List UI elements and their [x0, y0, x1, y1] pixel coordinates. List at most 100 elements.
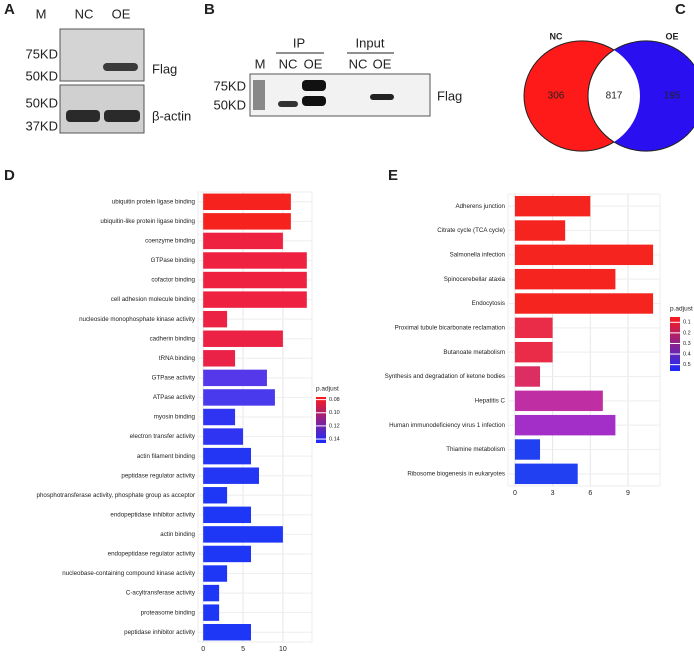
group-label: Input: [356, 35, 385, 50]
colorbar-label: 0.10: [329, 410, 340, 416]
bar: [203, 232, 283, 250]
bar: [203, 604, 220, 621]
bar: [203, 428, 244, 445]
colorbar-title: p.adjust: [670, 306, 693, 313]
region-count: 306: [548, 91, 565, 102]
colorbar-label: 0.14: [329, 437, 340, 443]
band: [302, 80, 326, 91]
band-label: Flag: [437, 88, 462, 103]
y-tick-label: Synthesis and degradation of ketone bodi…: [385, 373, 505, 380]
y-tick-label: peptidase inhibitor activity: [124, 629, 196, 636]
lane-label: M: [36, 6, 47, 21]
bar: [514, 268, 616, 290]
region-count: 817: [606, 91, 623, 102]
lane-label: M: [255, 56, 266, 71]
bar: [514, 341, 553, 363]
x-tick-label: 3: [551, 490, 555, 497]
bar: [203, 545, 252, 563]
bar: [203, 350, 236, 367]
colorbar-label: 0.5: [683, 362, 691, 368]
y-tick-label: Thiamine metabolism: [446, 446, 505, 453]
y-tick-label: actin filament binding: [137, 453, 196, 460]
lane-label: NC: [279, 56, 298, 71]
bar: [203, 213, 291, 230]
bar: [203, 389, 275, 406]
marker-label: 37KD: [25, 118, 58, 133]
blot: [59, 84, 145, 134]
blot: [249, 73, 431, 117]
y-tick-label: Citrate cycle (TCA cycle): [437, 227, 505, 234]
marker-label: 50KD: [25, 68, 58, 83]
y-tick-label: endopeptidase inhibitor activity: [110, 511, 196, 518]
region-count: 195: [664, 91, 681, 102]
colorbar: [316, 397, 326, 443]
y-tick-label: Human immunodeficiency virus 1 infection: [389, 422, 505, 429]
intersection: [587, 40, 640, 152]
band-label: β-actin: [152, 108, 191, 123]
y-tick-label: Proximal tubule bicarbonate reclamation: [395, 324, 506, 331]
y-tick-label: Endocytosis: [472, 300, 505, 307]
y-tick-label: ubiquitin protein ligase binding: [112, 198, 196, 205]
bar: [514, 220, 566, 241]
bar: [514, 244, 654, 266]
bar: [203, 624, 252, 641]
set-label: NC: [550, 31, 563, 41]
colorbar-label: 0.2: [683, 330, 691, 336]
band: [253, 80, 265, 110]
x-tick-label: 5: [241, 646, 245, 652]
colorbar-title: p.adjust: [316, 386, 339, 393]
panel-label: B: [204, 1, 215, 18]
y-tick-label: actin binding: [160, 531, 195, 538]
band: [104, 110, 140, 122]
y-tick-label: C-acyltransferase activity: [126, 590, 196, 597]
bar: [203, 565, 228, 582]
bar: [203, 369, 267, 387]
bar: [203, 252, 307, 269]
band-label: Flag: [152, 61, 177, 76]
bar: [203, 506, 252, 524]
group-label: IP: [293, 35, 305, 50]
bar: [203, 408, 236, 426]
bar: [203, 330, 283, 347]
y-tick-label: cadherin binding: [150, 335, 196, 342]
y-tick-label: myosin binding: [154, 414, 196, 421]
y-tick-label: proteasome binding: [141, 609, 196, 616]
bar: [203, 193, 291, 210]
colorbar: [670, 317, 680, 371]
bar: [203, 271, 307, 289]
bar: [514, 195, 591, 217]
bar: [514, 414, 616, 436]
y-tick-label: Ribosome biogenesis in eukaryotes: [407, 470, 505, 477]
band: [66, 110, 100, 122]
blot: [59, 28, 145, 82]
colorbar-label: 0.08: [329, 397, 340, 403]
bar: [203, 467, 259, 484]
bar: [514, 390, 603, 412]
bar: [514, 366, 541, 387]
y-tick-label: ATPase activity: [153, 394, 196, 401]
bar: [203, 584, 220, 602]
colorbar-label: 0.4: [683, 352, 691, 358]
set-label: OE: [665, 31, 678, 41]
lane-label: OE: [304, 56, 323, 71]
x-tick-label: 0: [201, 646, 205, 652]
y-tick-label: tRNA binding: [159, 355, 196, 362]
y-tick-label: Butanoate metabolism: [443, 349, 505, 356]
bar: [203, 526, 283, 543]
bar: [514, 293, 654, 314]
band: [103, 63, 138, 71]
y-tick-label: Adherens junction: [455, 203, 505, 210]
bar: [203, 447, 252, 465]
y-tick-label: Salmonella infection: [450, 251, 506, 258]
plot-area: [507, 193, 661, 487]
marker-label: 75KD: [25, 46, 58, 61]
bar: [514, 317, 553, 339]
bar: [203, 487, 228, 504]
bar: [514, 439, 541, 460]
y-tick-label: coenzyme binding: [145, 238, 195, 245]
x-tick-label: 9: [626, 490, 630, 497]
x-tick-label: 0: [513, 490, 517, 497]
y-tick-label: nucleobase-containing compound kinase ac…: [62, 570, 196, 577]
